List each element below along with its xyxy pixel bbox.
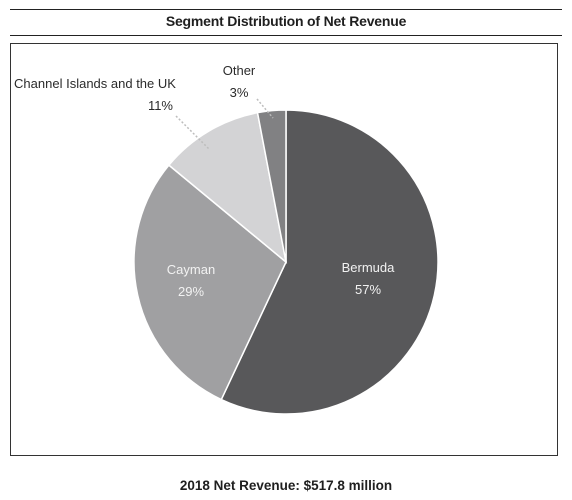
slice-name-other: Other (223, 63, 256, 78)
slice-value-other: 3% (230, 85, 249, 100)
chart-frame: Bermuda 57% Cayman 29% Channel Islands and t… (10, 43, 558, 456)
leader-lines (175, 98, 274, 150)
pie-slice-cayman (133, 164, 287, 401)
slice-name-bermuda: Bermuda (342, 260, 396, 275)
pie-slice-other (256, 109, 287, 263)
top-rule (10, 9, 562, 10)
leader-line-other (256, 98, 274, 119)
chart-title: Segment Distribution of Net Revenue (165, 13, 407, 29)
slice-value-channel-islands-and-the-uk: 11% (148, 98, 173, 113)
pie-chart: Bermuda 57% Cayman 29% Channel Islands and t… (14, 63, 439, 415)
pie-slices (133, 109, 439, 415)
title-rule (10, 35, 562, 36)
slice-value-cayman: 29% (178, 284, 204, 299)
slice-value-bermuda: 57% (355, 282, 381, 297)
pie-slice-channel-islands-and-the-uk (167, 111, 288, 264)
slice-name-channel-islands-and-the-uk: Channel Islands and the UK (14, 76, 176, 91)
net-revenue-footer: 2018 Net Revenue: $517.8 million (179, 478, 393, 493)
pie-slice-bermuda (220, 109, 439, 415)
slice-labels: Bermuda 57% Cayman 29% Channel Islands and t… (14, 63, 395, 299)
slice-name-cayman: Cayman (167, 262, 215, 277)
